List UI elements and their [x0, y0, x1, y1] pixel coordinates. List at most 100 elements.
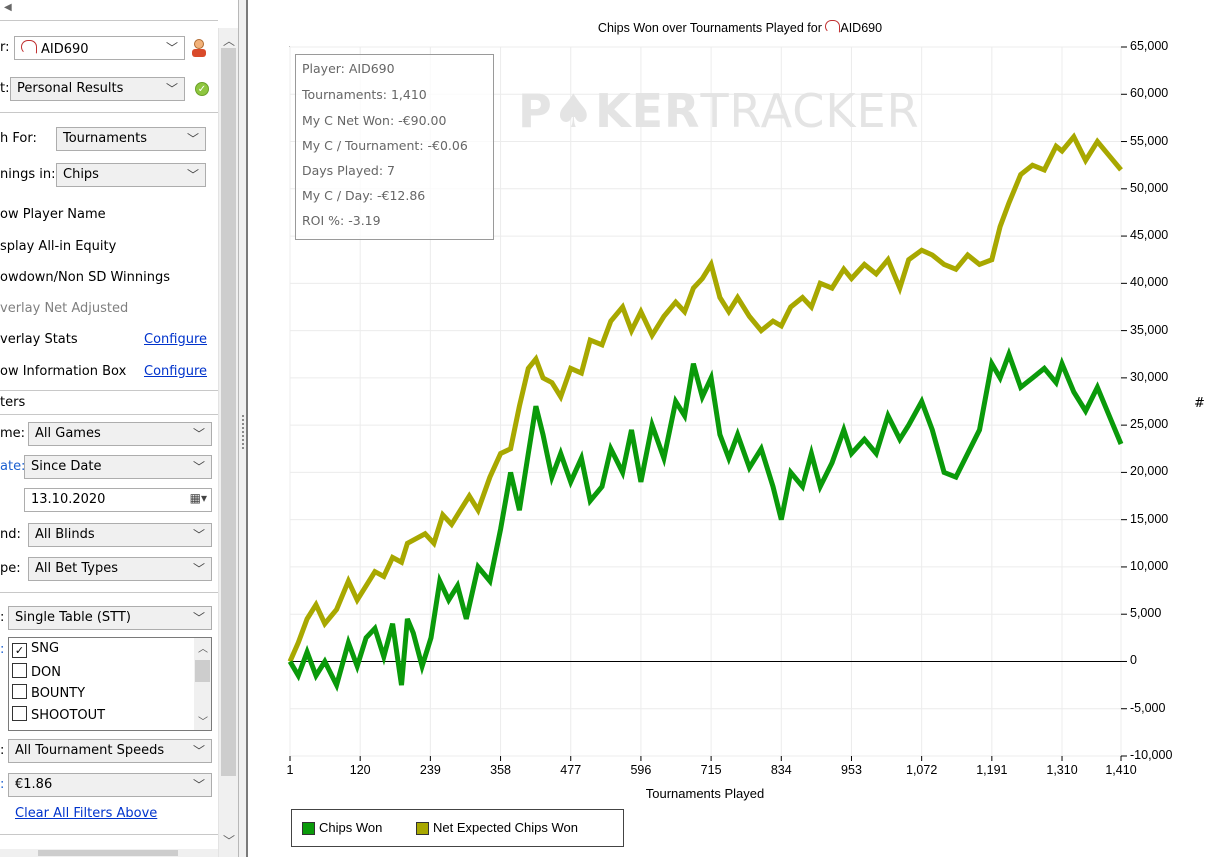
divider	[0, 592, 218, 593]
show-info-box-option[interactable]: ow Information Box	[0, 364, 127, 379]
chevron-down-icon: ﹀	[165, 82, 178, 96]
chart-title: Chips Won over Tournaments Played for AI…	[250, 20, 1220, 35]
x-axis-title: Tournaments Played	[645, 786, 765, 801]
date-select[interactable]: Since Date ﹀	[24, 455, 212, 479]
tournament-type-label: :	[0, 642, 5, 657]
chevron-up-icon[interactable]: ︿	[223, 34, 236, 48]
series-line-net-expected-chips-won	[287, 132, 1123, 663]
player-site-icon	[825, 20, 841, 33]
divider	[0, 834, 218, 835]
list-item-label: BOUNTY	[31, 686, 86, 701]
overlay-stats-configure-link[interactable]: Configure	[144, 332, 208, 347]
x-tick-label: 1,310	[1046, 763, 1078, 777]
y-tick-label: -5,000	[1130, 700, 1166, 715]
series-line-chips-won	[287, 346, 1124, 693]
overlay-net-adjusted-option: verlay Net Adjusted	[0, 301, 129, 316]
clear-filters-link[interactable]: Clear All Filters Above	[15, 806, 158, 821]
showdown-winnings-option[interactable]: owdown/Non SD Winnings	[0, 270, 171, 285]
player-site-icon	[21, 40, 37, 54]
table-type-select[interactable]: Single Table (STT) ﹀	[8, 606, 212, 630]
tournament-type-bounty[interactable]: BOUNTY	[12, 684, 85, 704]
bet-type-select[interactable]: All Bet Types ﹀	[28, 557, 212, 581]
chevron-down-icon: ﹀	[186, 168, 199, 182]
chevron-down-icon[interactable]: ﹀	[223, 834, 236, 848]
info-net-won: My C Net Won: -€90.00	[302, 113, 447, 128]
graph-for-select[interactable]: Tournaments ﹀	[56, 127, 206, 151]
tournament-type-don[interactable]: DON	[12, 663, 61, 683]
list-scroll-thumb[interactable]	[195, 660, 210, 682]
buyin-select[interactable]: €1.86 ﹀	[8, 773, 212, 797]
divider	[0, 414, 218, 415]
player-select-value: AID690	[41, 42, 89, 57]
status-ok-icon: ✓	[195, 82, 209, 96]
splitter-grip-icon[interactable]	[242, 415, 246, 449]
chevron-down-icon: ﹀	[186, 132, 199, 146]
display-allin-equity-option[interactable]: splay All-in Equity	[0, 239, 117, 254]
blinds-label: nd:	[0, 527, 21, 542]
divider	[0, 20, 218, 21]
player-avatar-icon[interactable]	[190, 38, 208, 58]
blinds-select[interactable]: All Blinds ﹀	[28, 523, 212, 547]
player-label: r:	[0, 40, 10, 55]
divider	[0, 112, 218, 113]
winnings-in-select[interactable]: Chips ﹀	[56, 163, 206, 187]
y-tick-label: 45,000	[1130, 228, 1169, 243]
date-input[interactable]: 13.10.2020 ▦▾	[24, 488, 212, 512]
checkbox-icon[interactable]	[12, 684, 27, 699]
info-box-configure-link[interactable]: Configure	[144, 364, 208, 379]
x-tick-label: 715	[700, 763, 722, 777]
sidebar-hscroll-thumb[interactable]	[38, 850, 178, 856]
player-select[interactable]: AID690 ﹀	[14, 36, 185, 60]
list-item-label: SNG	[31, 641, 60, 656]
collapse-arrow-icon[interactable]: ◀	[4, 2, 12, 13]
list-scrollbar[interactable]: ︿ ﹀	[194, 638, 211, 730]
speed-value: All Tournament Speeds	[15, 743, 165, 758]
settings-sidebar: ◀ r: AID690 ﹀ t: Personal Results ﹀ ✓ h …	[0, 0, 238, 857]
sidebar-scroll-thumb[interactable]	[221, 48, 236, 776]
checkbox-checked-icon[interactable]: ✓	[12, 643, 27, 658]
info-per-day: My C / Day: -€12.86	[302, 188, 426, 203]
bet-type-value: All Bet Types	[35, 561, 119, 576]
tournament-type-list[interactable]: ✓ SNG DON BOUNTY SHOOTOUT ︿ ﹀	[8, 637, 212, 731]
x-tick-label: 834	[770, 763, 792, 777]
chevron-up-icon[interactable]: ︿	[198, 644, 208, 655]
legend-swatch-chips-won	[302, 822, 315, 835]
winnings-in-label: nings in:	[0, 167, 56, 182]
show-player-name-option[interactable]: ow Player Name	[0, 207, 106, 222]
tournament-type-sng[interactable]: ✓ SNG	[12, 641, 59, 661]
y-tick-label: 10,000	[1130, 558, 1169, 573]
game-value: All Games	[35, 426, 101, 441]
sidebar-hscrollbar[interactable]	[0, 849, 218, 857]
sidebar-scrollbar[interactable]: ︿ ﹀	[218, 28, 238, 857]
checkbox-icon[interactable]	[12, 663, 27, 678]
legend-label-chips-won: Chips Won	[319, 820, 383, 835]
calendar-icon[interactable]: ▦▾	[189, 491, 207, 505]
y-tick-label: 50,000	[1130, 180, 1169, 195]
report-label: t:	[0, 81, 10, 96]
report-select[interactable]: Personal Results ﹀	[10, 77, 185, 101]
game-select[interactable]: All Games ﹀	[28, 422, 212, 446]
table-label: :	[0, 610, 5, 625]
x-tick-label: 1	[286, 763, 294, 777]
speed-select[interactable]: All Tournament Speeds ﹀	[8, 739, 212, 763]
chart-title-player: AID690	[840, 21, 883, 35]
chevron-down-icon: ﹀	[192, 460, 205, 474]
info-roi: ROI %: -3.19	[302, 213, 381, 228]
chart-legend: Chips Won Net Expected Chips Won	[291, 809, 624, 847]
overlay-stats-option[interactable]: verlay Stats	[0, 332, 78, 347]
panel-splitter[interactable]	[238, 0, 248, 857]
filters-header: ters	[0, 395, 26, 410]
info-days-played: Days Played: 7	[302, 163, 395, 178]
list-item-label: SHOOTOUT	[31, 708, 106, 723]
x-tick-label: 120	[349, 763, 371, 777]
chevron-down-icon[interactable]: ﹀	[198, 717, 208, 728]
y-tick-label: 20,000	[1130, 464, 1169, 479]
y-tick-label: 60,000	[1130, 86, 1169, 101]
info-player: Player: AID690	[302, 61, 395, 76]
y-tick-label: 15,000	[1130, 511, 1169, 526]
legend-label-net-expected: Net Expected Chips Won	[433, 820, 578, 835]
watermark-thin: TRACKER	[700, 84, 920, 138]
checkbox-icon[interactable]	[12, 706, 27, 721]
tournament-type-shootout[interactable]: SHOOTOUT	[12, 706, 105, 726]
x-tick-label: 953	[841, 763, 862, 777]
